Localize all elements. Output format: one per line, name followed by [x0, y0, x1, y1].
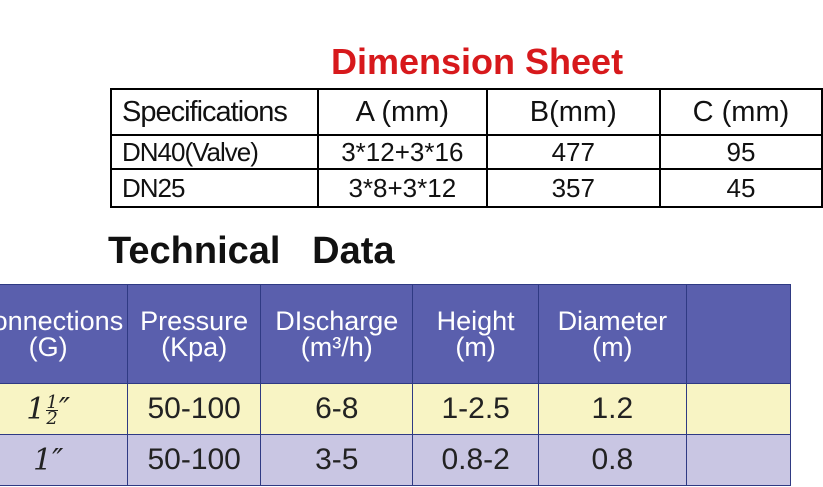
fraction-denominator: 2 — [46, 408, 58, 429]
header-diameter: Diameter (m) — [537, 284, 687, 384]
header-line: Connections — [0, 306, 124, 336]
header-connections: Connections (G) — [0, 284, 129, 384]
blank-cell — [685, 434, 792, 486]
header-unit: (G) — [28, 332, 68, 362]
table-row: 1 1 2 ″ 50-100 6-8 1-2.5 1.2 — [0, 383, 792, 435]
height-cell: 0.8-2 — [412, 434, 539, 486]
header-specifications: Specifications — [109, 88, 320, 136]
connection-whole: 1 — [26, 391, 46, 427]
diameter-cell: 0.8 — [537, 434, 687, 486]
b-cell: 477 — [485, 134, 661, 170]
c-cell: 45 — [658, 168, 823, 208]
spec-cell: DN25 — [109, 168, 320, 208]
spec-cell: DN40(Valve) — [109, 134, 320, 170]
header-height: Height (m) — [412, 284, 539, 384]
header-a: A (mm) — [317, 88, 488, 136]
diameter-cell: 1.2 — [537, 383, 687, 435]
technical-data-table: Connections (G) Pressure (Kpa) DIscharge… — [0, 284, 792, 486]
c-cell: 95 — [658, 134, 823, 170]
table-row: DN40(Valve) 3*12+3*16 477 95 — [109, 134, 823, 170]
header-unit: (m³/h) — [300, 332, 373, 362]
header-line: DIscharge — [275, 306, 399, 336]
b-cell: 357 — [485, 168, 661, 208]
fraction-numerator: 1 — [46, 392, 58, 413]
inch-mark: ″ — [58, 391, 71, 427]
height-cell: 1-2.5 — [412, 383, 539, 435]
header-discharge: DIscharge (m³/h) — [260, 284, 414, 384]
a-cell: 3*12+3*16 — [317, 134, 488, 170]
blank-cell — [685, 383, 792, 435]
discharge-cell: 6-8 — [260, 383, 414, 435]
header-b: B(mm) — [485, 88, 661, 136]
header-blank — [685, 284, 792, 384]
header-pressure: Pressure (Kpa) — [127, 284, 262, 384]
technical-data-title: Technical Data — [108, 230, 395, 272]
header-unit: (Kpa) — [161, 332, 228, 362]
discharge-cell: 3-5 — [260, 434, 414, 486]
dimension-sheet-title: Dimension Sheet — [331, 41, 624, 82]
header-c: C (mm) — [658, 88, 823, 136]
table-row: 1″ 50-100 3-5 0.8-2 0.8 — [0, 434, 792, 486]
a-cell: 3*8+3*12 — [317, 168, 488, 208]
technical-header-row: Connections (G) Pressure (Kpa) DIscharge… — [0, 284, 792, 384]
dimension-table: Specifications A (mm) B(mm) C (mm) DN40(… — [109, 88, 823, 208]
pressure-cell: 50-100 — [127, 383, 262, 435]
header-line: Pressure — [140, 306, 249, 336]
pressure-cell: 50-100 — [127, 434, 262, 486]
header-unit: (m) — [455, 332, 496, 362]
header-line: Height — [436, 306, 515, 336]
header-line: Diameter — [557, 306, 668, 336]
connection-cell: 1 1 2 ″ — [0, 383, 129, 435]
header-unit: (m) — [592, 332, 633, 362]
connection-cell: 1″ — [0, 434, 129, 486]
table-row: DN25 3*8+3*12 357 45 — [109, 168, 823, 208]
dimension-header-row: Specifications A (mm) B(mm) C (mm) — [109, 88, 823, 136]
